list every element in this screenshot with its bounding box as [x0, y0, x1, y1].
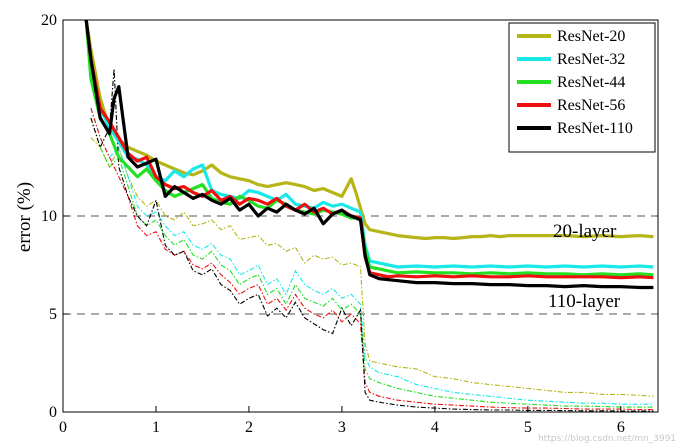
y-tick-label: 20 — [41, 12, 57, 29]
test-line-resnet-110 — [84, 19, 654, 290]
x-tick-label: 6 — [617, 419, 625, 436]
x-tick-label: 3 — [338, 419, 346, 436]
x-tick-label: 4 — [431, 419, 439, 436]
train-line-resnet-44 — [90, 117, 654, 408]
x-tick-label: 0 — [59, 419, 67, 436]
x-tick-label: 1 — [152, 419, 160, 436]
annotation-20-layer: 20-layer — [553, 221, 617, 242]
train-line-resnet-20 — [90, 137, 654, 397]
x-tick-label: 2 — [245, 419, 253, 436]
training-error-lines — [90, 68, 654, 412]
test-error-lines — [84, 19, 654, 290]
train-line-resnet-56 — [90, 108, 654, 411]
y-axis-label: error (%) — [14, 182, 35, 252]
train-line-resnet-110 — [90, 68, 654, 412]
x-tick-label: 5 — [524, 419, 532, 436]
annotation-110-layer: 110-layer — [548, 291, 621, 312]
legend-label: ResNet-44 — [557, 74, 625, 91]
legend-label: ResNet-110 — [557, 120, 633, 137]
legend-box — [508, 22, 656, 153]
test-line-resnet-56 — [84, 19, 654, 280]
watermark: https://blog.csdn.net/mn_39916476 — [538, 434, 676, 444]
test-line-resnet-20 — [84, 19, 654, 241]
y-axis-ticks: 0 5 10 20 — [41, 12, 69, 421]
y-tick-label: 0 — [49, 404, 57, 421]
test-line-resnet-44 — [84, 19, 654, 277]
legend: ResNet-20 ResNet-32 ResNet-44 ResNet-56 ResN… — [508, 22, 656, 153]
legend-label: ResNet-20 — [557, 28, 625, 45]
y-tick-label: 10 — [41, 208, 57, 225]
train-line-resnet-32 — [90, 108, 654, 405]
y-tick-label: 5 — [49, 306, 57, 323]
legend-label: ResNet-56 — [557, 97, 625, 114]
x-axis-ticks: 0 1 2 3 4 5 6 — [59, 406, 625, 436]
legend-label: ResNet-32 — [557, 51, 625, 68]
